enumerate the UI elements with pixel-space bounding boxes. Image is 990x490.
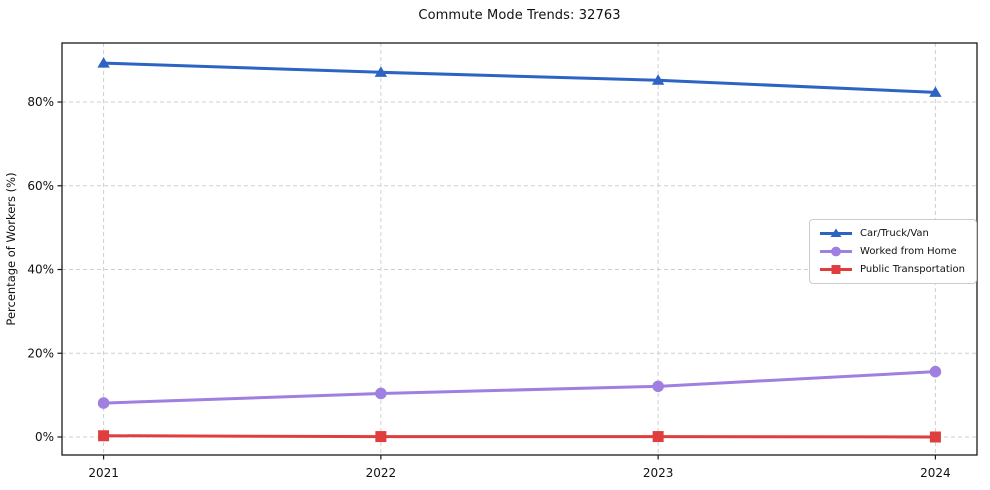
legend-label: Car/Truck/Van — [860, 228, 929, 239]
x-tick-label: 2023 — [643, 466, 674, 480]
legend-label: Public Transportation — [860, 264, 965, 275]
data-point-car-truck-van — [929, 86, 942, 97]
legend-square-swatch — [820, 265, 853, 274]
data-point-worked-from-home — [929, 365, 942, 378]
data-point-car-truck-van — [97, 57, 110, 68]
data-point-worked-from-home — [375, 387, 387, 400]
data-point-public-transportation — [375, 431, 387, 443]
data-point-public-transportation — [98, 430, 110, 442]
y-tick-label: 80% — [27, 95, 54, 109]
square-icon — [831, 265, 841, 274]
y-tick-label: 20% — [27, 346, 54, 360]
legend-item-worked-from-home: Worked from Home — [819, 245, 965, 258]
legend: Car/Truck/Van Worked from Home Public Tran… — [809, 219, 977, 284]
triangle-icon — [830, 228, 842, 237]
legend-item-car-truck-van: Car/Truck/Van — [819, 227, 965, 240]
series-line-car-truck-van — [102, 61, 937, 94]
x-tick-label: 2022 — [366, 466, 397, 480]
legend-item-public-transportation: Public Transportation — [819, 263, 965, 276]
data-point-car-truck-van — [651, 74, 665, 85]
data-point-worked-from-home — [652, 380, 664, 393]
y-tick-label: 60% — [27, 179, 54, 193]
data-point-public-transportation — [929, 431, 941, 443]
series-line-public-transportation — [102, 434, 937, 439]
data-point-car-truck-van — [374, 66, 388, 77]
legend-label: Worked from Home — [860, 246, 957, 257]
x-tick-label: 2024 — [920, 466, 951, 480]
y-axis-label: Percentage of Workers (%) — [4, 172, 18, 325]
circle-icon — [831, 246, 841, 257]
x-tick-label: 2021 — [88, 466, 119, 480]
plot-border — [61, 42, 978, 456]
series-line-worked-from-home — [102, 370, 937, 405]
chart-title: Commute Mode Trends: 32763 — [418, 8, 621, 23]
y-tick-label: 40% — [27, 263, 54, 277]
y-tick-label: 0% — [35, 430, 54, 444]
legend-circle-swatch — [820, 246, 853, 257]
legend-triangle-swatch — [820, 228, 853, 237]
data-point-worked-from-home — [97, 397, 110, 409]
data-point-public-transportation — [652, 431, 664, 443]
